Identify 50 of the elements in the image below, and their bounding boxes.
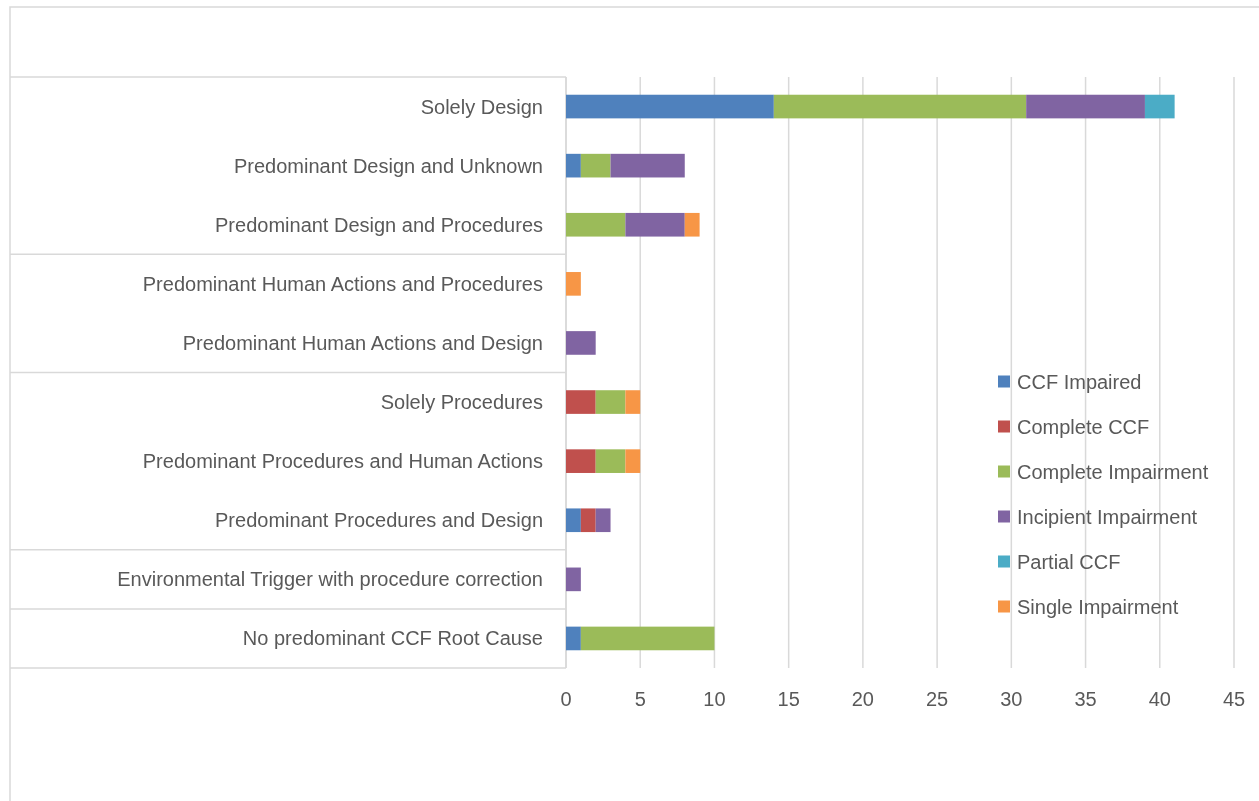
bar: [566, 508, 581, 533]
y-tick-label: Predominant Human Actions and Design: [182, 331, 543, 354]
x-tick-label: 30: [1000, 688, 1023, 710]
y-tick-label: Predominant Human Actions and Procedures: [142, 272, 543, 295]
bar: [684, 212, 700, 237]
bar: [625, 390, 641, 414]
bar: [773, 94, 1027, 119]
x-tick-label: 25: [925, 688, 949, 710]
bar: [625, 449, 641, 473]
legend-label: Incipient Impairment: [1017, 505, 1198, 528]
legend-label: Partial CCF: [1017, 550, 1121, 573]
bar: [595, 508, 611, 533]
bar: [566, 153, 581, 178]
x-tick-label: 10: [703, 688, 726, 710]
y-tick-label: No predominant CCF Root Cause: [242, 627, 543, 650]
bar: [566, 390, 596, 414]
bar: [610, 153, 685, 178]
x-tick-label: 5: [634, 688, 646, 710]
legend-label: Single Impairment: [1017, 595, 1179, 618]
y-tick-label: Predominant Procedures and Human Actions: [142, 450, 543, 473]
bar: [566, 449, 596, 473]
bar: [1144, 94, 1175, 119]
legend-label: Complete Impairment: [1017, 460, 1209, 483]
legend-label: CCF Impaired: [1017, 370, 1142, 393]
bar: [566, 331, 596, 355]
bar: [566, 567, 581, 592]
x-tick-label: 40: [1148, 688, 1171, 710]
legend-label: Complete CCF: [1017, 415, 1150, 438]
y-tick-label: Predominant Design and Procedures: [215, 213, 543, 236]
x-tick-label: 45: [1222, 688, 1246, 710]
x-tick-label: 20: [851, 688, 875, 710]
y-tick-label: Solely Procedures: [380, 391, 543, 414]
y-tick-label: Environmental Trigger with procedure correction: [117, 568, 543, 591]
y-tick-label: Predominant Procedures and Design: [215, 509, 543, 532]
bar: [566, 212, 626, 237]
bar: [595, 449, 626, 473]
bar: [580, 508, 596, 533]
bar: [566, 626, 581, 651]
bar: [1026, 94, 1145, 119]
bar: [566, 94, 774, 119]
bar: [566, 272, 581, 296]
bar: [580, 626, 715, 651]
bar: [580, 153, 611, 178]
bar: [595, 390, 626, 414]
x-tick-label: 0: [560, 688, 572, 710]
x-tick-label: 15: [777, 688, 800, 710]
x-tick-label: 35: [1074, 688, 1097, 710]
y-tick-label: Solely Design: [420, 95, 543, 118]
y-tick-label: Predominant Design and Unknown: [233, 154, 543, 177]
bar: [625, 212, 685, 237]
